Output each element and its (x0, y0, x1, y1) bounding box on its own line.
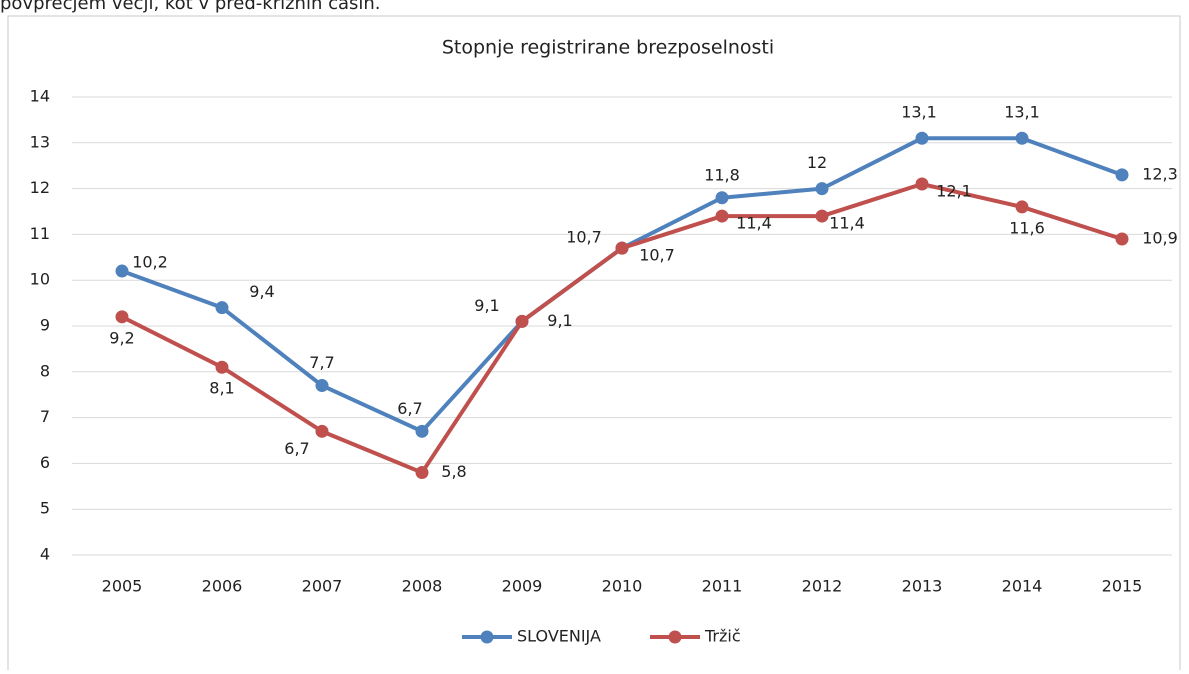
data-point (115, 310, 129, 324)
data-point (1015, 131, 1029, 145)
data-point (515, 314, 529, 328)
data-label: 11,8 (704, 165, 740, 184)
data-label: 6,7 (397, 399, 422, 418)
data-label: 12,1 (936, 182, 972, 201)
data-label: 10,7 (639, 246, 675, 265)
y-tick-label: 8 (40, 361, 50, 380)
data-point (915, 177, 929, 191)
x-tick-label: 2009 (502, 577, 543, 596)
data-point (715, 191, 729, 205)
x-tick-label: 2005 (102, 577, 143, 596)
x-tick-label: 2008 (402, 577, 443, 596)
x-tick-label: 2012 (802, 577, 843, 596)
data-point (1115, 168, 1129, 182)
chart-title: Stopnje registrirane brezposelnosti (442, 37, 774, 59)
data-point (815, 209, 829, 223)
legend-label: SLOVENIJA (517, 627, 601, 646)
y-tick-label: 14 (30, 87, 50, 106)
data-label: 8,1 (209, 379, 234, 398)
data-label: 13,1 (901, 103, 937, 122)
data-point (415, 424, 429, 438)
data-label: 13,1 (1004, 103, 1040, 122)
data-point (1115, 232, 1129, 246)
y-tick-label: 7 (40, 407, 50, 426)
x-tick-label: 2013 (902, 577, 943, 596)
y-tick-label: 13 (30, 132, 50, 151)
y-tick-label: 10 (30, 270, 50, 289)
data-point (415, 466, 429, 480)
header-text: povprečjem večji, kot v pred-kriznih čas… (0, 0, 381, 14)
data-point (615, 241, 629, 255)
data-label: 11,4 (829, 214, 865, 233)
data-label: 10,2 (132, 253, 168, 272)
x-tick-label: 2011 (702, 577, 743, 596)
data-label: 9,4 (249, 282, 274, 301)
data-label: 5,8 (441, 462, 466, 481)
data-label: 7,7 (309, 353, 334, 372)
x-tick-label: 2007 (302, 577, 343, 596)
x-tick-label: 2014 (1002, 577, 1043, 596)
chart-frame (7, 15, 1181, 674)
data-label: 6,7 (284, 439, 309, 458)
y-tick-label: 12 (30, 178, 50, 197)
data-point (815, 182, 829, 196)
y-tick-label: 6 (40, 453, 50, 472)
data-point (315, 424, 329, 438)
x-tick-label: 2010 (602, 577, 643, 596)
data-point (315, 379, 329, 393)
data-point (215, 301, 229, 315)
data-label: 12 (807, 153, 827, 172)
data-point (715, 209, 729, 223)
data-point (115, 264, 129, 278)
data-label: 9,1 (474, 296, 499, 315)
data-label: 10,9 (1142, 228, 1178, 247)
data-point (1015, 200, 1029, 214)
data-point (215, 360, 229, 374)
data-label: 10,7 (566, 228, 602, 247)
data-label: 9,2 (109, 328, 134, 347)
data-label: 11,4 (736, 214, 772, 233)
y-tick-label: 4 (40, 545, 50, 564)
legend-marker (480, 630, 494, 644)
x-tick-label: 2006 (202, 577, 243, 596)
data-label: 11,6 (1009, 218, 1045, 237)
y-tick-label: 11 (30, 224, 50, 243)
data-label: 12,3 (1142, 164, 1178, 183)
y-tick-label: 9 (40, 316, 50, 335)
data-label: 9,1 (547, 311, 572, 330)
x-tick-label: 2015 (1102, 577, 1143, 596)
data-point (915, 131, 929, 145)
legend-label: Tržič (704, 627, 741, 646)
y-tick-label: 5 (40, 499, 50, 518)
legend-marker (668, 630, 682, 644)
